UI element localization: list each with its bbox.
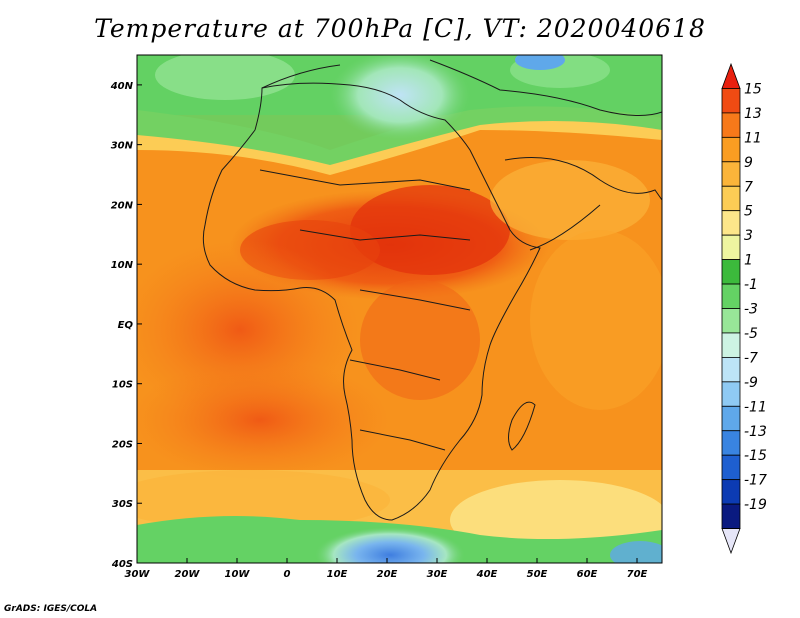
colorbar-label: -3 — [744, 302, 758, 318]
lon-tick-label: 50E — [527, 569, 548, 580]
colorbar-cell — [721, 454, 741, 481]
lon-tick-label: 0 — [284, 569, 291, 580]
lon-tick-label: 30W — [125, 569, 151, 580]
colorbar-label: 5 — [744, 204, 753, 220]
colorbar-top-arrow — [721, 62, 741, 89]
lat-tick-label: 30S — [112, 499, 133, 510]
lon-tick-label: 70E — [627, 569, 648, 580]
colorbar-cell — [721, 503, 741, 529]
chart-title: Temperature at 700hPa [C], VT: 202004061… — [94, 14, 706, 43]
temperature-field — [137, 55, 662, 563]
lat-tick-label: 20N — [111, 200, 134, 211]
lon-tick-label: 40E — [476, 569, 498, 580]
lat-tick-label: EQ — [118, 320, 134, 331]
lon-tick-label: 10E — [327, 569, 348, 580]
colorbar-cell — [721, 283, 741, 309]
colorbar-cell — [721, 308, 741, 334]
colorbar-label: -7 — [744, 350, 758, 366]
colorbar-cell — [721, 136, 741, 163]
colorbar-label: 7 — [744, 179, 753, 195]
colorbar-label: 15 — [744, 81, 762, 97]
colorbar-label: 9 — [744, 155, 753, 171]
colorbar-cell — [721, 185, 741, 212]
colorbar-label: -9 — [744, 375, 758, 391]
lon-tick-label: 30E — [427, 569, 448, 580]
colorbar-cell — [721, 356, 741, 383]
colorbar-label: 13 — [744, 106, 762, 122]
colorbar-cell — [721, 210, 741, 236]
lat-tick-label: 40S — [111, 559, 133, 570]
colorbar-label: 11 — [744, 130, 762, 146]
lat-tick-label: 30N — [111, 141, 134, 152]
colorbar-cell — [721, 112, 741, 138]
colorbar-cell — [721, 161, 741, 187]
coastlines — [202, 59, 662, 521]
colorbar-cell — [721, 479, 741, 505]
colorbar-label: 3 — [744, 228, 753, 244]
colorbar-cell — [721, 259, 741, 285]
colorbar-label: -15 — [744, 448, 767, 464]
colorbar-label: 1 — [744, 253, 753, 269]
colorbar: 15 13 11 9 7 5 3 1 -1 -3 -5 -7 -9 -11 -13 -15 -17 -19 — [721, 62, 767, 555]
grads-credit: GrADS: IGES/COLA — [4, 604, 98, 614]
colorbar-label: -17 — [744, 473, 767, 489]
lat-tick-label: 10N — [111, 260, 134, 271]
colorbar-label: -19 — [744, 497, 767, 513]
colorbar-label: -1 — [744, 277, 758, 293]
colorbar-bottom-arrow — [721, 528, 741, 555]
map-axes: 30W 20W 10W 0 10E 20E 30E 40E 50E 60E 70E 40N 30N 20N… — [110, 81, 648, 580]
colorbar-cell — [721, 88, 741, 114]
lat-tick-label: 10S — [112, 380, 133, 391]
colorbar-cell — [721, 405, 741, 432]
colorbar-label: -11 — [744, 399, 767, 415]
lon-tick-label: 20E — [377, 569, 398, 580]
lat-tick-label: 40N — [110, 81, 134, 92]
lon-tick-label: 10W — [225, 569, 251, 580]
lat-tick-label: 20S — [112, 439, 133, 450]
map-frame — [136, 54, 663, 564]
colorbar-cell — [721, 234, 741, 260]
lon-tick-label: 20W — [175, 569, 201, 580]
colorbar-cell — [721, 332, 741, 358]
colorbar-cell — [721, 381, 741, 407]
lon-tick-label: 60E — [577, 569, 598, 580]
colorbar-label: -13 — [744, 424, 767, 440]
colorbar-cell — [721, 430, 741, 456]
colorbar-label: -5 — [744, 326, 758, 342]
